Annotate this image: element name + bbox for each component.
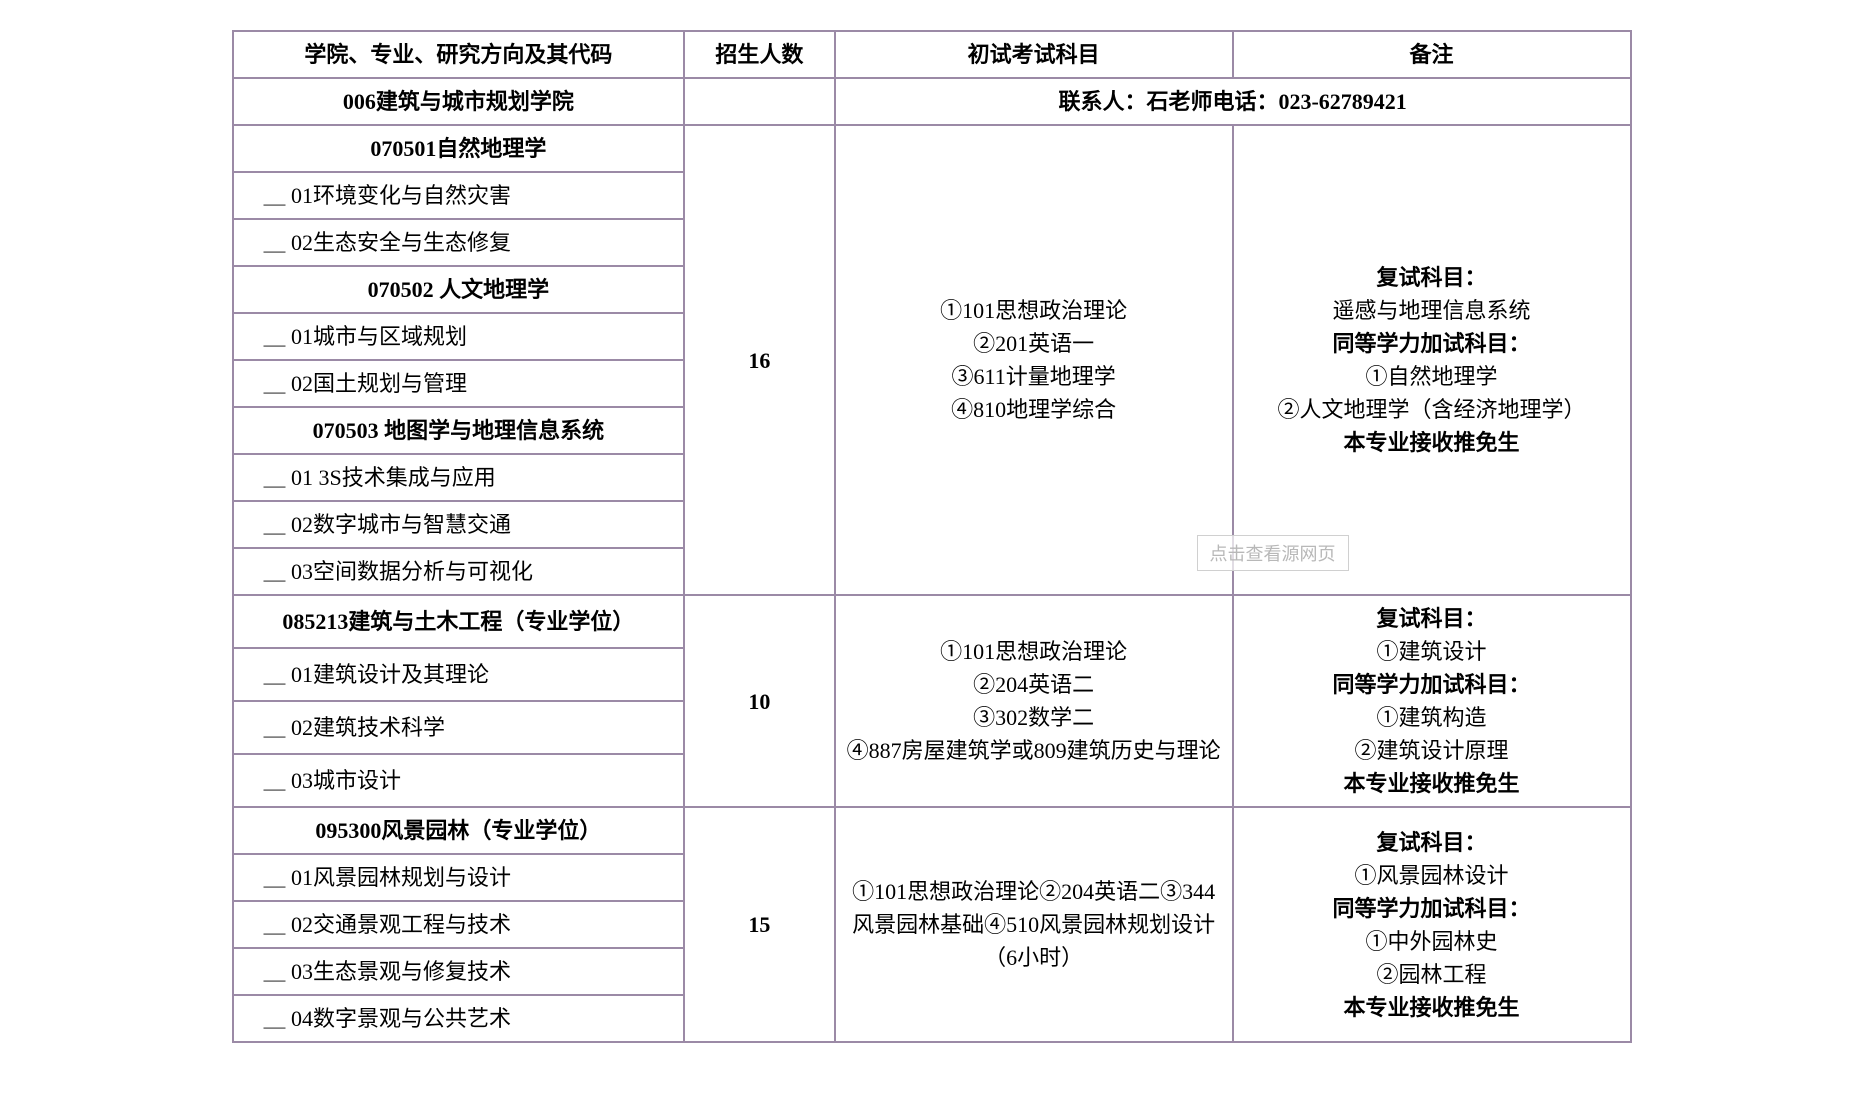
b2-exam-l2: ②204英语二	[846, 668, 1222, 701]
b3-count: 15	[684, 807, 835, 1042]
b2-m1d3: ＿ 03城市设计	[233, 754, 685, 807]
b3-note-l2: ①中外园林史	[1244, 925, 1620, 958]
b1-exam-l4: ④810地理学综合	[846, 393, 1222, 426]
b3-m1d1: ＿ 01风景园林规划与设计	[233, 854, 685, 901]
b3-m1d3: ＿ 03生态景观与修复技术	[233, 948, 685, 995]
b3-note-h3: 本专业接收推免生	[1244, 991, 1620, 1024]
watermark-text: 点击查看源网页	[1197, 535, 1349, 571]
b1-exam-l1: ①101思想政治理论	[846, 294, 1222, 327]
b1-m1-title: 070501自然地理学	[233, 125, 685, 172]
b2-m1-title: 085213建筑与土木工程（专业学位）	[233, 595, 685, 648]
b1-m3d1: ＿ 01 3S技术集成与应用	[233, 454, 685, 501]
header-col3: 初试考试科目	[835, 31, 1233, 78]
b2-exam-l4: ④887房屋建筑学或809建筑历史与理论	[846, 734, 1222, 767]
b3-note: 复试科目： ①风景园林设计 同等学力加试科目： ①中外园林史 ②园林工程 本专业…	[1233, 807, 1631, 1042]
b1-note-h3: 本专业接收推免生	[1244, 426, 1620, 459]
b1-note: 复试科目： 遥感与地理信息系统 同等学力加试科目： ①自然地理学 ②人文地理学（…	[1233, 125, 1631, 595]
b1-exam-l3: ③611计量地理学	[846, 360, 1222, 393]
b2-note: 复试科目： ①建筑设计 同等学力加试科目： ①建筑构造 ②建筑设计原理 本专业接…	[1233, 595, 1631, 807]
b3-exam: ①101思想政治理论②204英语二③344风景园林基础④510风景园林规划设计（…	[835, 807, 1233, 1042]
b2-m1d1: ＿ 01建筑设计及其理论	[233, 648, 685, 701]
b1-m3d2: ＿ 02数字城市与智慧交通	[233, 501, 685, 548]
b3-m1d4: ＿ 04数字景观与公共艺术	[233, 995, 685, 1042]
b1-m2d2: ＿ 02国土规划与管理	[233, 360, 685, 407]
header-col1: 学院、专业、研究方向及其代码	[233, 31, 685, 78]
b2-exam: ①101思想政治理论 ②204英语二 ③302数学二 ④887房屋建筑学或809…	[835, 595, 1233, 807]
b1-note-l3: ②人文地理学（含经济地理学）	[1244, 393, 1620, 426]
b2-note-h3: 本专业接收推免生	[1244, 767, 1620, 800]
b2-note-l1: ①建筑设计	[1244, 635, 1620, 668]
b1-note-l1: 遥感与地理信息系统	[1244, 294, 1620, 327]
b2-exam-l3: ③302数学二	[846, 701, 1222, 734]
b2-m1: 085213建筑与土木工程（专业学位） 10 ①101思想政治理论 ②204英语…	[233, 595, 1631, 648]
school-row: 006建筑与城市规划学院 联系人：石老师电话：023-62789421	[233, 78, 1631, 125]
header-row: 学院、专业、研究方向及其代码 招生人数 初试考试科目 备注	[233, 31, 1631, 78]
b1-note-l2: ①自然地理学	[1244, 360, 1620, 393]
admissions-table: 学院、专业、研究方向及其代码 招生人数 初试考试科目 备注 006建筑与城市规划…	[232, 30, 1632, 1043]
header-col4: 备注	[1233, 31, 1631, 78]
b3-note-h2: 同等学力加试科目：	[1244, 892, 1620, 925]
b3-m1d2: ＿ 02交通景观工程与技术	[233, 901, 685, 948]
b1-m3: 070503 地图学与地理信息系统	[233, 407, 685, 454]
b1-note-h1: 复试科目：	[1244, 261, 1620, 294]
b3-note-l1: ①风景园林设计	[1244, 859, 1620, 892]
school-contact: 联系人：石老师电话：023-62789421	[835, 78, 1631, 125]
school-count-empty	[684, 78, 835, 125]
b2-note-h2: 同等学力加试科目：	[1244, 668, 1620, 701]
b1-m2: 070502 人文地理学	[233, 266, 685, 313]
b2-exam-l1: ①101思想政治理论	[846, 635, 1222, 668]
b2-m1d2: ＿ 02建筑技术科学	[233, 701, 685, 754]
b1-note-h2: 同等学力加试科目：	[1244, 327, 1620, 360]
b1-exam: ①101思想政治理论 ②201英语一 ③611计量地理学 ④810地理学综合	[835, 125, 1233, 595]
b3-m1: 095300风景园林（专业学位） 15 ①101思想政治理论②204英语二③34…	[233, 807, 1631, 854]
b2-note-h1: 复试科目：	[1244, 602, 1620, 635]
b3-exam-l1: ①101思想政治理论②204英语二③344风景园林基础④510风景园林规划设计（…	[846, 875, 1222, 974]
b3-note-l3: ②园林工程	[1244, 958, 1620, 991]
header-col2: 招生人数	[684, 31, 835, 78]
b1-count: 16	[684, 125, 835, 595]
b1-m1d1: ＿ 01环境变化与自然灾害	[233, 172, 685, 219]
b1-exam-l2: ②201英语一	[846, 327, 1222, 360]
b3-note-h1: 复试科目：	[1244, 826, 1620, 859]
b2-count: 10	[684, 595, 835, 807]
b2-note-l2: ①建筑构造	[1244, 701, 1620, 734]
b1-m2d1: ＿ 01城市与区域规划	[233, 313, 685, 360]
b1-m1: 070501自然地理学 16 ①101思想政治理论 ②201英语一 ③611计量…	[233, 125, 1631, 172]
school-name: 006建筑与城市规划学院	[233, 78, 685, 125]
b1-m1d2: ＿ 02生态安全与生态修复	[233, 219, 685, 266]
b3-m1-title: 095300风景园林（专业学位）	[233, 807, 685, 854]
b2-note-l3: ②建筑设计原理	[1244, 734, 1620, 767]
b1-m3d3: ＿ 03空间数据分析与可视化	[233, 548, 685, 595]
